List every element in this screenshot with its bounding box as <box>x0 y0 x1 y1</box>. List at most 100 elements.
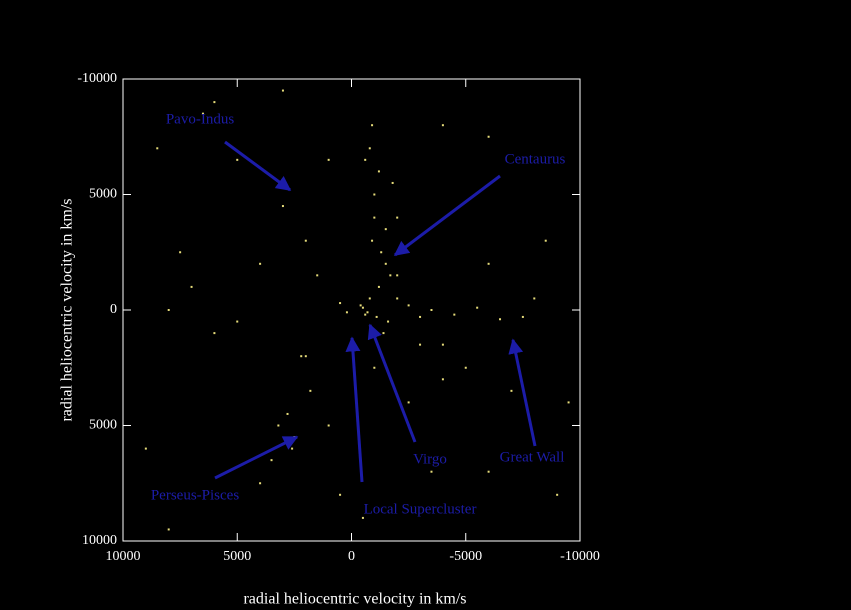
point <box>304 239 307 242</box>
point <box>361 516 364 519</box>
point <box>373 216 376 219</box>
point <box>201 112 204 115</box>
point <box>396 274 399 277</box>
y-tick-label: 5000 <box>89 187 117 202</box>
point <box>236 158 239 161</box>
point <box>213 101 216 104</box>
point <box>259 482 262 485</box>
point <box>345 311 348 314</box>
point <box>533 297 536 300</box>
y-tick-label: -10000 <box>77 71 117 86</box>
point <box>277 424 280 427</box>
point <box>167 528 170 531</box>
point <box>487 262 490 265</box>
point <box>476 306 479 309</box>
point <box>281 89 284 92</box>
point <box>291 447 294 450</box>
point <box>236 320 239 323</box>
point <box>510 389 513 392</box>
point <box>366 311 369 314</box>
point <box>487 470 490 473</box>
annotation-label: Great Wall <box>500 449 565 465</box>
point <box>339 493 342 496</box>
point <box>190 285 193 288</box>
point <box>387 320 390 323</box>
point <box>464 366 467 369</box>
point <box>391 181 394 184</box>
point <box>373 193 376 196</box>
point <box>441 378 444 381</box>
x-tick-label: 5000 <box>223 549 251 564</box>
point <box>441 124 444 127</box>
point <box>407 401 410 404</box>
annotation-arrow <box>508 338 537 447</box>
x-tick-label: 0 <box>348 549 355 564</box>
annotation-label: Virgo <box>413 451 447 467</box>
point <box>377 285 380 288</box>
point <box>368 147 371 150</box>
x-axis-label: radial heliocentric velocity in km/s <box>243 591 466 608</box>
point <box>371 124 374 127</box>
point <box>567 401 570 404</box>
point <box>384 262 387 265</box>
point <box>327 158 330 161</box>
annotation-arrow <box>367 323 417 443</box>
point <box>382 332 385 335</box>
point <box>361 306 364 309</box>
point <box>259 262 262 265</box>
point <box>384 228 387 231</box>
point <box>327 424 330 427</box>
annotation-arrow <box>345 336 364 483</box>
point <box>441 343 444 346</box>
point <box>213 332 216 335</box>
point <box>453 313 456 316</box>
point <box>364 313 367 316</box>
point <box>167 309 170 311</box>
point <box>373 366 376 369</box>
point <box>521 315 524 318</box>
point <box>487 135 490 138</box>
point <box>544 239 547 242</box>
point <box>304 355 307 358</box>
annotation-label: Local Supercluster <box>364 501 477 517</box>
point <box>300 355 303 358</box>
point <box>281 205 284 208</box>
point <box>430 309 433 311</box>
x-tick-label: 10000 <box>106 549 141 564</box>
y-tick-label: 0 <box>110 302 117 317</box>
point <box>270 459 273 462</box>
point <box>419 343 422 346</box>
point <box>499 318 502 321</box>
point <box>377 170 380 173</box>
point <box>396 216 399 219</box>
point <box>375 315 378 318</box>
point <box>309 389 312 392</box>
point <box>556 493 559 496</box>
point <box>371 239 374 242</box>
point <box>396 297 399 300</box>
point <box>359 304 362 307</box>
y-axis-label: radial heliocentric velocity in km/s <box>59 198 76 421</box>
annotation-label: Centaurus <box>505 151 566 167</box>
point <box>156 147 159 150</box>
x-tick-label: -5000 <box>449 549 482 564</box>
point <box>368 297 371 300</box>
annotation-label: Pavo-Indus <box>166 111 234 127</box>
point <box>179 251 182 254</box>
annotation-label: Perseus-Pisces <box>151 487 239 503</box>
y-tick-label: 10000 <box>82 533 117 548</box>
point <box>144 447 147 450</box>
point <box>364 158 367 161</box>
annotation-arrow <box>224 140 292 192</box>
point <box>389 274 392 277</box>
point <box>419 315 422 318</box>
x-tick-label: -10000 <box>560 549 600 564</box>
point <box>380 251 383 254</box>
annotation-arrow <box>393 174 501 257</box>
point <box>430 470 433 473</box>
point <box>407 304 410 307</box>
point <box>339 302 342 305</box>
point <box>286 412 289 415</box>
